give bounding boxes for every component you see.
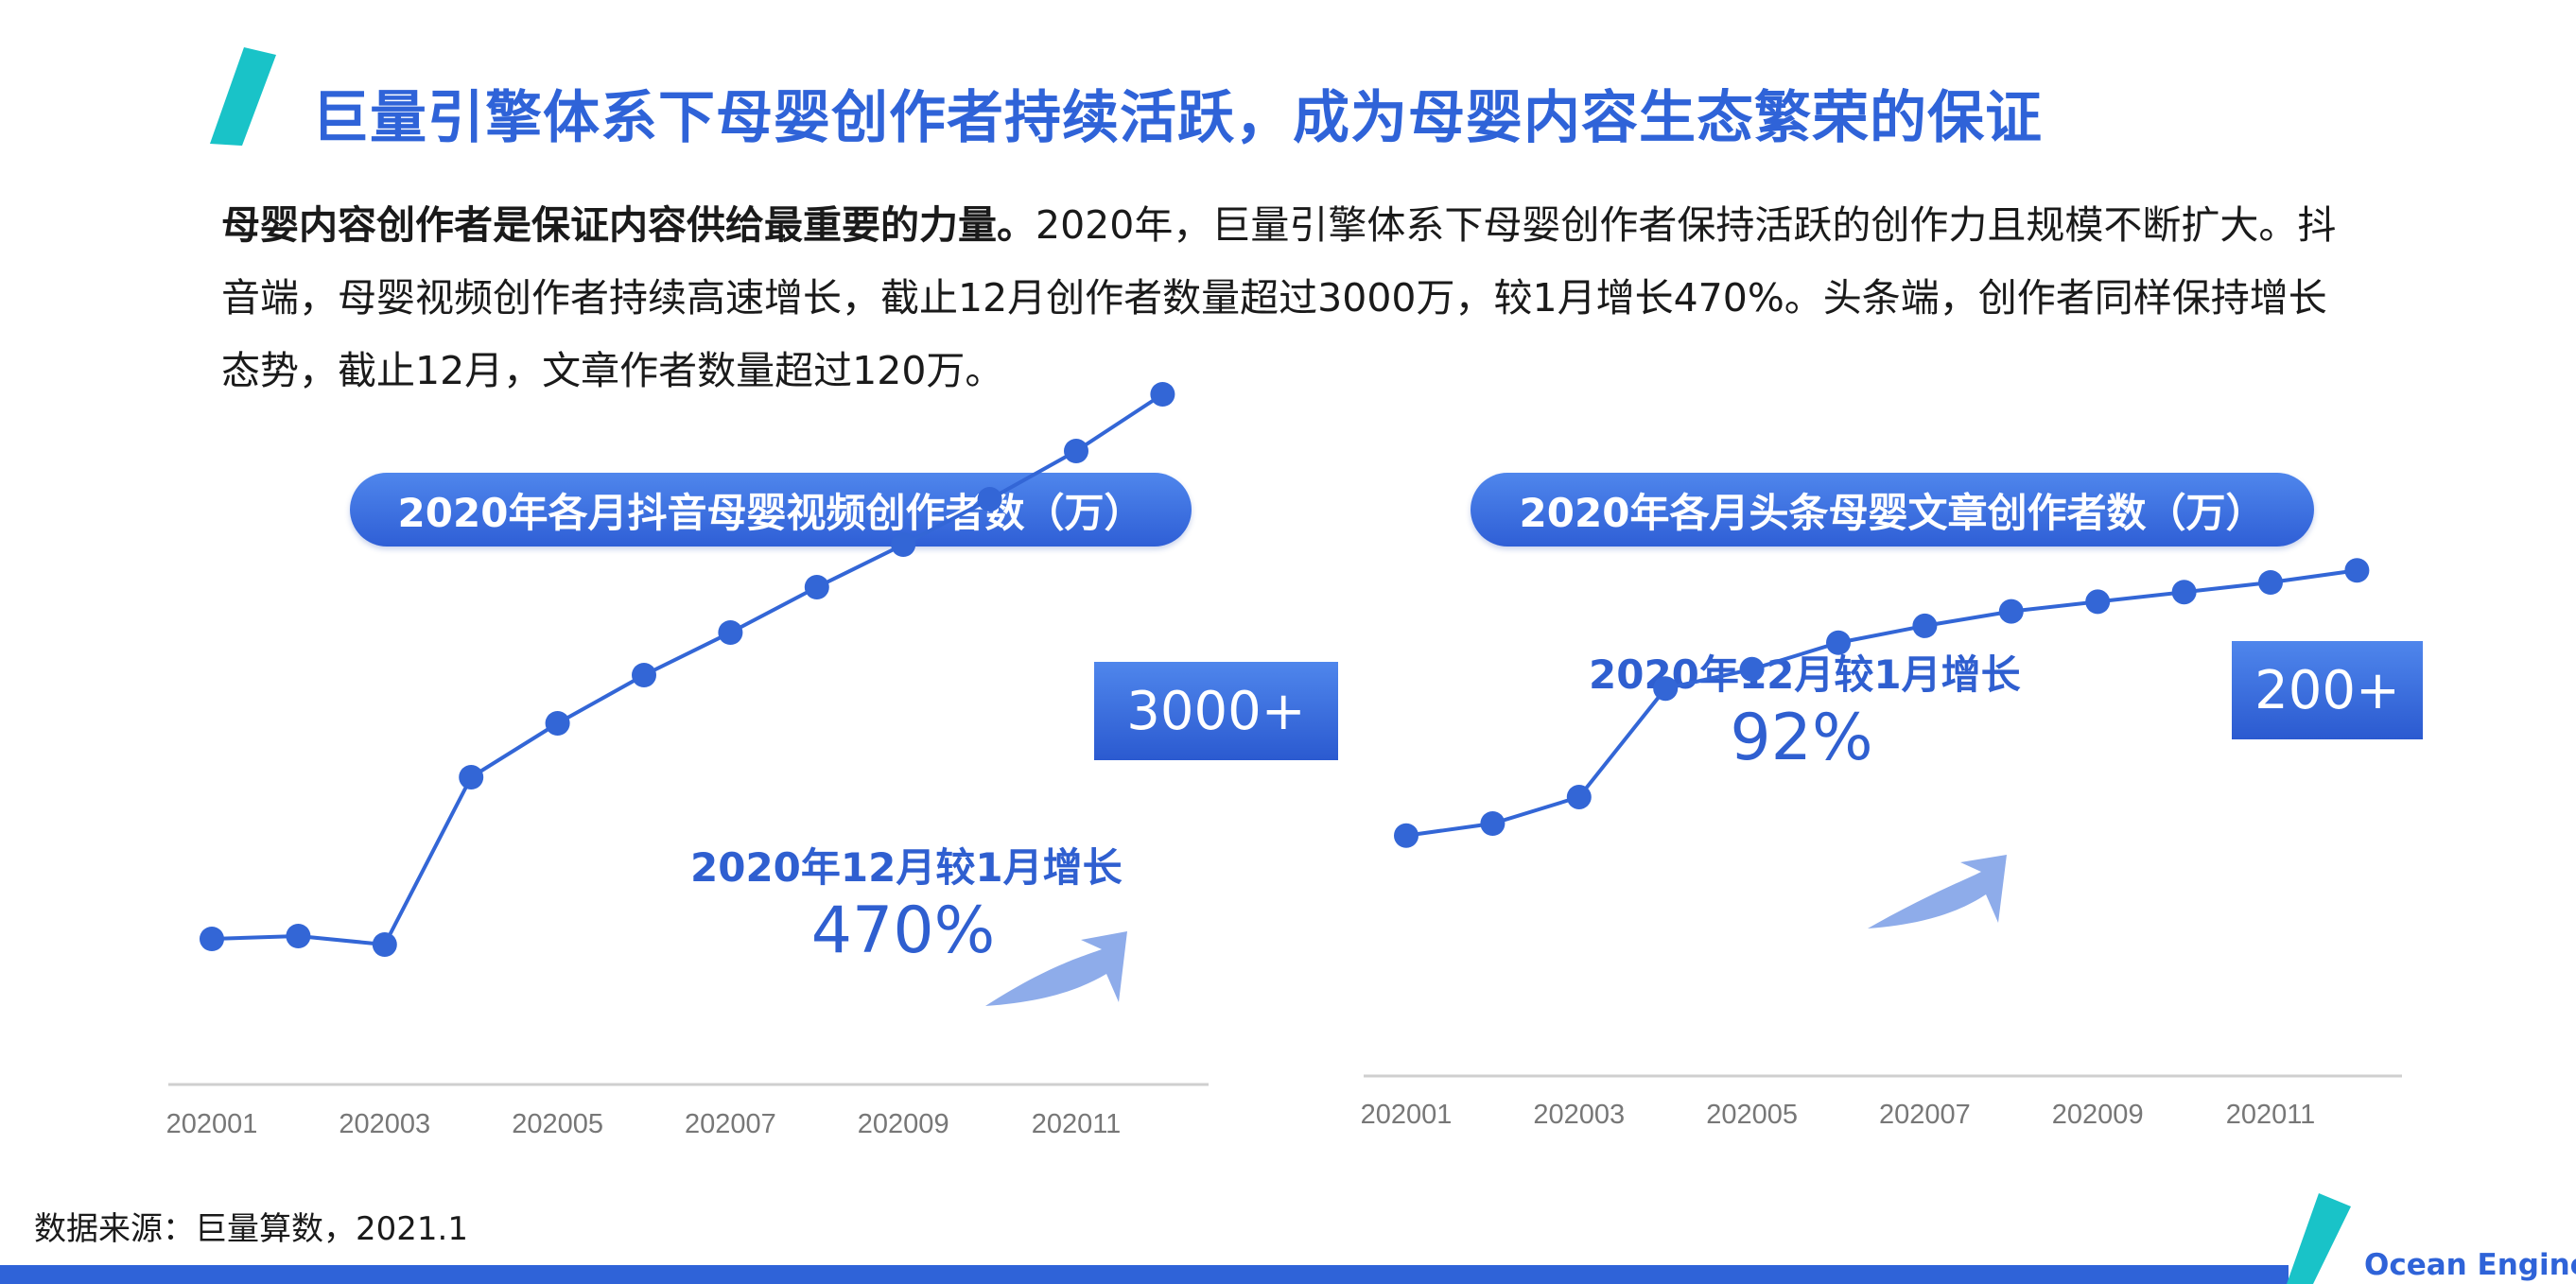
chart2-growth-value: 92% <box>1730 701 1873 775</box>
chart2-point-202008 <box>1998 599 2024 624</box>
chart2-growth: 2020年12月较1月增长 92% <box>1589 643 2021 776</box>
chart1-tick-202003: 202003 <box>339 1109 430 1139</box>
chart2-growth-arrow-icon <box>1868 855 2007 928</box>
chart1-point-202007 <box>718 620 743 645</box>
chart2-point-202001 <box>1394 823 1419 848</box>
chart2-tick-202011: 202011 <box>2226 1100 2316 1130</box>
data-source: 数据来源：巨量算数，2021.1 <box>34 1210 468 1248</box>
chart2-tick-202003: 202003 <box>1533 1100 1625 1130</box>
intro-text: 2020年，巨量引擎体系下母婴创作者保持活跃的创作力且规模不断扩大。抖音端，母婴… <box>221 202 2337 393</box>
chart1-point-202001 <box>200 927 224 951</box>
chart1-tick-202005: 202005 <box>512 1109 603 1139</box>
page-title: 巨量引擎体系下母婴创作者持续活跃，成为母婴内容生态繁荣的保证 <box>312 85 2043 151</box>
chart1-point-202004 <box>459 765 484 789</box>
chart1-point-202003 <box>372 932 397 957</box>
chart2-point-202010 <box>2171 580 2197 605</box>
chart2-point-202007 <box>1912 613 1938 638</box>
chart1-point-202011 <box>1064 439 1088 463</box>
chart1-badge: 3000+ <box>1094 662 1338 760</box>
intro-paragraph: 母婴内容创作者是保证内容供给最重要的力量。2020年，巨量引擎体系下母婴创作者保… <box>221 189 2349 408</box>
chart1-tick-202011: 202011 <box>1032 1109 1122 1139</box>
chart1-growth-value: 470% <box>810 894 996 968</box>
bottom-bar <box>0 1265 2289 1284</box>
chart1-growth-label: 2020年12月较1月增长 <box>690 844 1123 891</box>
chart2-title: 2020年各月头条母婴文章创作者数（万） <box>1471 473 2314 547</box>
chart2-point-202011 <box>2258 570 2283 595</box>
chart2-tick-202001: 202001 <box>1361 1100 1453 1130</box>
chart1-point-202006 <box>632 663 656 687</box>
chart1-growth: 2020年12月较1月增长 470% <box>690 836 1123 969</box>
chart2-tick-202007: 202007 <box>1879 1100 1971 1130</box>
chart1-point-202005 <box>545 711 570 736</box>
chart2-point-202009 <box>2085 589 2111 615</box>
intro-bold: 母婴内容创作者是保证内容供给最重要的力量。 <box>221 202 1036 248</box>
chart2-point-202003 <box>1566 784 1592 809</box>
chart1-tick-202007: 202007 <box>685 1109 776 1139</box>
chart1-tick-202001: 202001 <box>166 1109 258 1139</box>
chart2-point-202002 <box>1480 811 1506 836</box>
chart1-title: 2020年各月抖音母婴视频创作者数（万） <box>350 473 1192 547</box>
chart1-tick-202009: 202009 <box>858 1109 949 1139</box>
chart1-point-202008 <box>804 575 829 599</box>
brand-logo-text: Ocean Engine <box>2364 1248 2576 1282</box>
chart2-point-202012 <box>2344 558 2370 583</box>
chart1-point-202002 <box>286 924 311 948</box>
chart2-tick-202005: 202005 <box>1706 1100 1798 1130</box>
chart2-badge: 200+ <box>2232 641 2423 739</box>
chart2-tick-202009: 202009 <box>2052 1100 2144 1130</box>
chart2-growth-label: 2020年12月较1月增长 <box>1589 651 2021 698</box>
